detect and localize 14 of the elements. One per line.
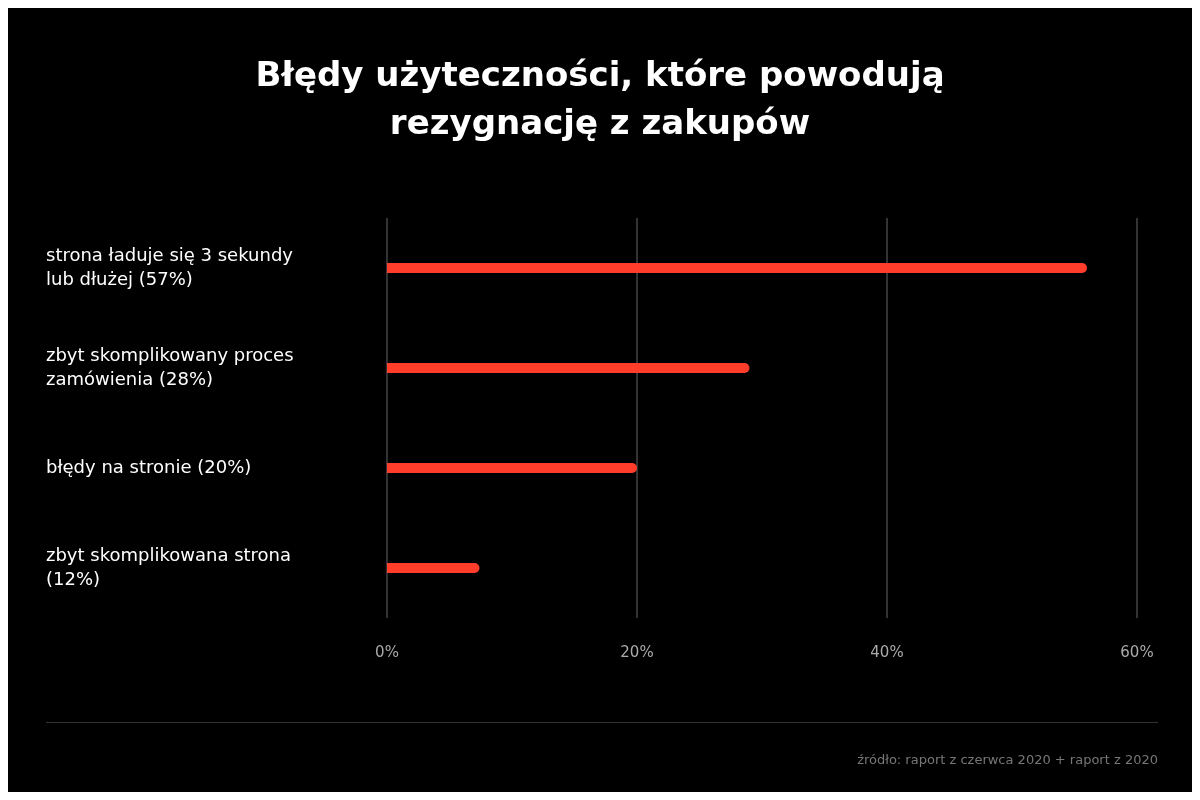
y-tick-label: błędy na stronie (20%)	[46, 456, 252, 477]
bar	[387, 563, 480, 573]
bar	[387, 263, 1087, 273]
x-tick-label: 40%	[870, 642, 904, 661]
text: źródło: raport z czerwca 2020 + raport z 2020	[857, 752, 1158, 767]
bar	[387, 463, 637, 473]
x-tick-label: 0%	[375, 642, 399, 661]
x-tick-label: 20%	[620, 642, 654, 661]
y-tick-label: zbyt skomplikowana strona (12%)	[46, 544, 292, 589]
x-tick-label: 60%	[1120, 642, 1154, 661]
bar	[387, 363, 750, 373]
y-tick-label: zbyt skomplikowany proces zamówienia (28%)	[46, 344, 294, 389]
chart-title: Błędy użyteczności, które powodują rezygnację z zakupów	[254, 53, 946, 144]
y-tick-label: strona ładuje się 3 sekundy lub dłużej (57%)	[46, 244, 294, 289]
